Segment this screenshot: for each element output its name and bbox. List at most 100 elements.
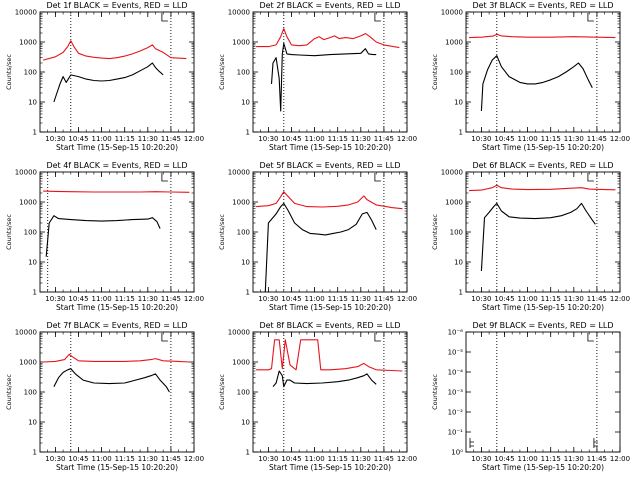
- x-tick-label: 10:30: [471, 455, 491, 463]
- x-tick-label: 10:30: [45, 295, 65, 303]
- y-tick-label: 10⁻³: [448, 389, 464, 397]
- x-tick-label: 11:30: [351, 455, 371, 463]
- x-tick-label: 11:15: [328, 135, 348, 143]
- y-tick-label: 1: [459, 289, 463, 297]
- x-tick-label: 11:45: [374, 135, 394, 143]
- x-tick-label: 10:30: [471, 135, 491, 143]
- x-tick-label: 10:45: [494, 135, 514, 143]
- x-tick-label: 11:30: [138, 135, 158, 143]
- panel-det-9f: Det 9f BLACK = Events, RED = LLD 10⁰ 10⁻¹ 1…: [431, 321, 630, 472]
- x-tick-label: 11:45: [587, 295, 607, 303]
- y-tick-label: 1000: [19, 359, 37, 367]
- x-axis-label: Start Time (15-Sep-15 10:20:20): [269, 303, 391, 312]
- x-tick-label: 12:00: [184, 455, 204, 463]
- y-tick-label: 10: [28, 259, 37, 267]
- y-tick-label: 10⁻⁴: [448, 369, 464, 377]
- x-tick-label: 10:30: [258, 135, 278, 143]
- series-events-line: [480, 202, 596, 272]
- y-tick-label: 10⁻²: [448, 409, 464, 417]
- y-tick-label: 100: [450, 229, 463, 237]
- x-tick-label: 11:00: [305, 455, 325, 463]
- plot-frame: [252, 171, 408, 293]
- x-tick-label: 11:15: [115, 295, 135, 303]
- y-tick-label: 1000: [232, 359, 250, 367]
- interval-bracket: [374, 13, 381, 22]
- plot-frame: [465, 331, 621, 453]
- panel-det-2f: Det 2f BLACK = Events, RED = LLD 1 10 100 10…: [218, 1, 417, 152]
- x-tick-label: 11:00: [305, 135, 325, 143]
- x-tick-label: 12:00: [397, 295, 417, 303]
- x-tick-label: 10:45: [281, 135, 301, 143]
- series-lld-line: [256, 339, 403, 372]
- plot-frame: [465, 171, 621, 293]
- y-axis-label: Counts/sec: [431, 374, 439, 410]
- y-tick-label: 10: [241, 419, 250, 427]
- y-axis-label: Counts/sec: [5, 374, 13, 410]
- y-tick-label: 1: [246, 129, 250, 137]
- y-tick-label: 10: [241, 259, 250, 267]
- interval-bracket: [469, 438, 474, 448]
- plot-frame: [252, 331, 408, 453]
- series-lld-line: [469, 33, 616, 39]
- y-tick-label: 10: [454, 99, 463, 107]
- x-tick-label: 11:00: [518, 295, 538, 303]
- panel-title: Det 4f BLACK = Events, RED = LLD: [46, 161, 187, 170]
- panel-title: Det 3f BLACK = Events, RED = LLD: [472, 1, 613, 10]
- x-tick-label: 11:15: [541, 455, 561, 463]
- x-tick-label: 12:00: [610, 135, 630, 143]
- x-tick-label: 11:15: [328, 295, 348, 303]
- x-tick-label: 11:45: [374, 295, 394, 303]
- y-tick-label: 10: [28, 419, 37, 427]
- y-axis-label: Counts/sec: [5, 214, 13, 250]
- x-tick-label: 10:30: [471, 295, 491, 303]
- plot-frame: [465, 11, 621, 133]
- x-tick-label: 10:45: [68, 455, 88, 463]
- interval-bracket: [587, 13, 594, 22]
- y-tick-label: 1: [246, 289, 250, 297]
- y-axis-label: Counts/sec: [218, 374, 226, 410]
- y-tick-label: 1000: [232, 39, 250, 47]
- x-tick-label: 12:00: [397, 455, 417, 463]
- x-axis-label: Start Time (15-Sep-15 10:20:20): [269, 143, 391, 152]
- x-tick-label: 10:45: [494, 455, 514, 463]
- x-tick-label: 10:45: [68, 135, 88, 143]
- y-tick-label: 1000: [19, 39, 37, 47]
- x-tick-label: 10:30: [258, 295, 278, 303]
- interval-bracket: [161, 173, 168, 182]
- series-lld-line: [469, 184, 616, 192]
- y-tick-label: 10000: [15, 329, 37, 337]
- x-tick-label: 11:00: [92, 135, 112, 143]
- series-lld-line: [256, 28, 400, 49]
- panel-title: Det 7f BLACK = Events, RED = LLD: [46, 321, 187, 330]
- x-tick-label: 11:30: [351, 135, 371, 143]
- series-lld-line: [256, 191, 403, 210]
- plot-frame: [252, 11, 408, 133]
- x-tick-label: 11:00: [305, 295, 325, 303]
- y-axis-label: Counts/sec: [431, 54, 439, 90]
- series-events-line: [45, 215, 161, 257]
- y-tick-label: 1000: [19, 199, 37, 207]
- panel-title: Det 5f BLACK = Events, RED = LLD: [259, 161, 400, 170]
- panel-det-4f: Det 4f BLACK = Events, RED = LLD 1 10 100 10…: [5, 161, 204, 312]
- y-axis-label: Counts/sec: [218, 214, 226, 250]
- y-tick-label: 1: [33, 289, 37, 297]
- panel-det-6f: Det 6f BLACK = Events, RED = LLD 1 10 100 10…: [431, 161, 630, 312]
- y-tick-label: 100: [450, 69, 463, 77]
- x-tick-label: 11:45: [161, 295, 181, 303]
- panel-det-7f: Det 7f BLACK = Events, RED = LLD 1 10 100 10…: [5, 321, 204, 472]
- panel-title: Det 9f BLACK = Events, RED = LLD: [472, 321, 613, 330]
- x-tick-label: 11:45: [587, 135, 607, 143]
- interval-bracket: [161, 13, 168, 22]
- x-axis-label: Start Time (15-Sep-15 10:20:20): [482, 463, 604, 472]
- x-axis-label: Start Time (15-Sep-15 10:20:20): [56, 143, 178, 152]
- y-axis-label: Counts/sec: [431, 214, 439, 250]
- series-lld-line: [43, 190, 190, 193]
- x-tick-label: 11:30: [564, 295, 584, 303]
- y-tick-label: 10000: [441, 9, 463, 17]
- y-tick-label: 100: [237, 229, 250, 237]
- plot-frame: [39, 11, 195, 133]
- y-tick-label: 10000: [15, 9, 37, 17]
- interval-bracket: [374, 173, 381, 182]
- y-tick-label: 10000: [15, 169, 37, 177]
- y-tick-label: 100: [237, 69, 250, 77]
